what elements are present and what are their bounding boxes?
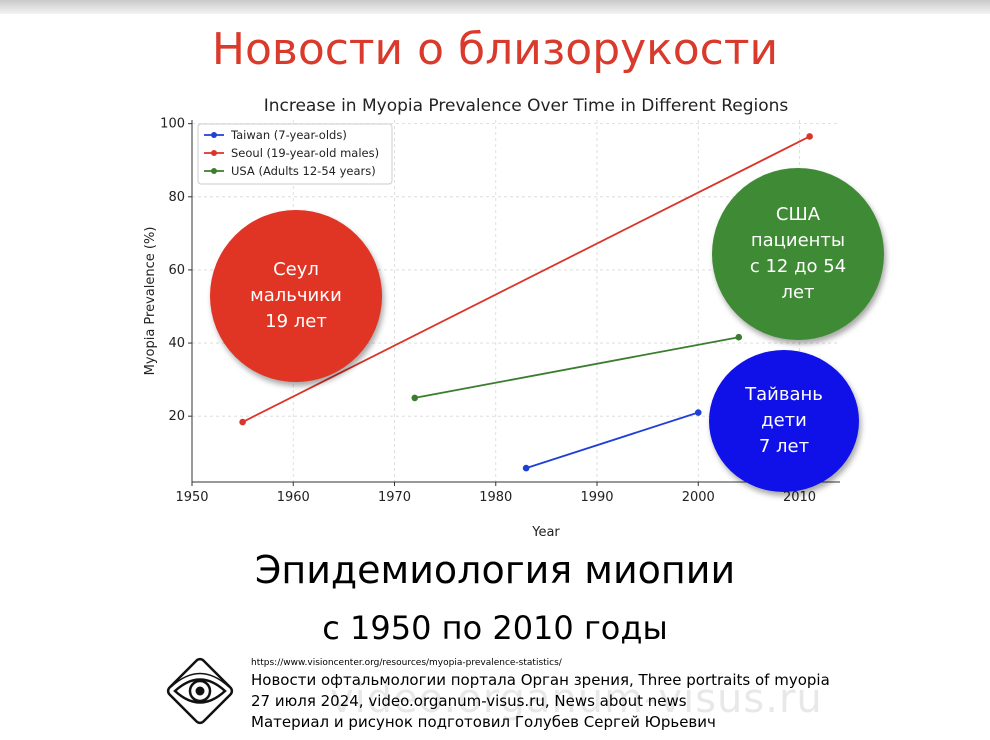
credits-line: Новости офтальмологии портала Орган зрен… <box>251 671 830 689</box>
x-tick-label: 1980 <box>479 490 512 505</box>
y-tick-label: 40 <box>168 336 185 351</box>
bubble-taiwan-line: Тайвань <box>745 384 823 405</box>
data-point <box>411 394 419 402</box>
legend-marker <box>211 168 217 174</box>
bubble-usa-line: пациенты <box>750 230 846 251</box>
bubble-usa-line: США <box>775 204 821 225</box>
x-tick-label: 1970 <box>378 490 411 505</box>
x-tick-label: 2000 <box>682 490 715 505</box>
y-tick-label: 60 <box>168 263 185 278</box>
x-tick-label: 1990 <box>580 490 613 505</box>
x-axis-label: Year <box>531 525 560 540</box>
legend-marker <box>211 150 217 156</box>
series-line <box>525 411 699 469</box>
legend-box <box>197 123 393 185</box>
subtitle-line2: с 1950 по 2010 годы <box>322 609 668 647</box>
bubble-seoul: Сеул мальчики 19 лет <box>210 210 382 382</box>
bubble-seoul-line: 19 лет <box>265 311 327 332</box>
legend-label: Seoul (19-year-old males) <box>231 146 379 160</box>
series-line <box>414 336 739 399</box>
data-point <box>735 333 743 341</box>
watermark: video.organum-visus.ru <box>330 676 823 722</box>
y-tick-label: 20 <box>168 409 185 424</box>
top-bar <box>0 0 990 14</box>
data-point <box>522 464 530 472</box>
subtitle-line1: Эпидемиология миопии <box>254 548 736 592</box>
eye-logo-icon <box>166 657 234 725</box>
bubble-seoul-line: Сеул <box>273 259 319 280</box>
bubble-seoul-line: мальчики <box>250 285 342 306</box>
bubble-usa: США пациенты с 12 до 54 лет <box>712 168 884 340</box>
bubble-taiwan-line: 7 лет <box>758 436 810 457</box>
legend-label: Taiwan (7-year-olds) <box>230 128 347 142</box>
source-url[interactable]: https://www.visioncenter.org/resources/m… <box>251 658 562 668</box>
slide-title: Новости о близорукости <box>211 24 779 75</box>
data-point <box>806 133 813 140</box>
chart-title: Increase in Myopia Prevalence Over Time … <box>264 96 789 116</box>
y-axis-label: Myopia Prevalence (%) <box>143 227 158 376</box>
x-tick-label: 1950 <box>175 490 208 505</box>
credits-line: 27 июля 2024, video.organum-visus.ru, Ne… <box>251 692 687 710</box>
legend-marker <box>211 132 217 138</box>
x-tick-label: 2010 <box>783 490 816 505</box>
bubble-usa-line: лет <box>781 282 815 303</box>
y-tick-label: 80 <box>168 190 185 205</box>
credits-line: Материал и рисунок подготовил Голубев Се… <box>251 713 716 731</box>
x-tick-label: 1960 <box>277 490 310 505</box>
data-point <box>239 418 246 426</box>
bubble-taiwan-line: дети <box>761 410 807 431</box>
bubble-usa-line: с 12 до 54 <box>749 256 847 277</box>
legend-label: USA (Adults 12-54 years) <box>231 164 376 178</box>
bubble-taiwan: Тайвань дети 7 лет <box>709 350 859 492</box>
credits: https://www.visioncenter.org/resources/m… <box>251 656 871 733</box>
series-line <box>242 135 811 423</box>
y-tick-label: 100 <box>160 117 185 132</box>
data-point <box>694 409 702 416</box>
